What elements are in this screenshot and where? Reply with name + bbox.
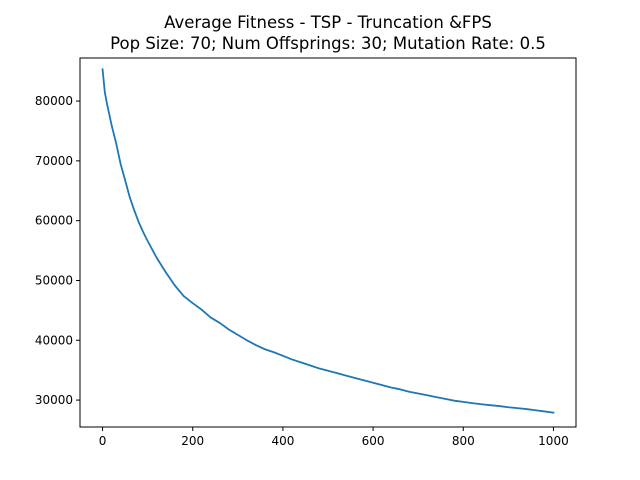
y-tick-label: 30000: [35, 393, 73, 407]
y-tick-label: 50000: [35, 273, 73, 287]
y-axis: 30000 40000 50000 60000 70000 80000: [35, 94, 80, 407]
x-tick-label: 1000: [538, 434, 569, 448]
x-tick-label: 400: [271, 434, 294, 448]
series-line: [101, 68, 555, 414]
x-tick-label: 200: [181, 434, 204, 448]
y-tick-label: 80000: [35, 94, 73, 108]
x-axis: 0 200 400 600 800 1000: [99, 427, 569, 448]
chart-subtitle: Pop Size: 70; Num Offsprings: 30; Mutati…: [110, 34, 546, 53]
x-tick-label: 800: [452, 434, 475, 448]
x-tick-label: 600: [362, 434, 385, 448]
chart-title: Average Fitness - TSP - Truncation &FPS: [164, 13, 492, 32]
y-tick-label: 70000: [35, 154, 73, 168]
y-tick-label: 60000: [35, 214, 73, 228]
plot-area: [101, 68, 555, 414]
axes-frame: [79, 57, 577, 428]
x-tick-label: 0: [99, 434, 107, 448]
y-tick-label: 40000: [35, 333, 73, 347]
